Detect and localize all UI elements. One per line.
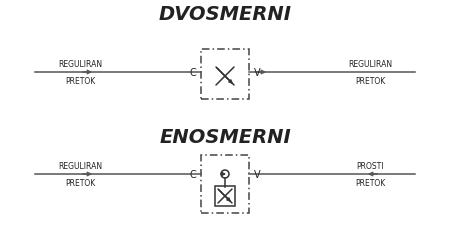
Text: REGULIRAN: REGULIRAN [58, 161, 102, 170]
Text: REGULIRAN: REGULIRAN [348, 60, 392, 69]
Bar [201, 50, 249, 100]
Text: V: V [254, 169, 261, 179]
Text: PRETOK: PRETOK [65, 178, 95, 187]
Text: C: C [189, 169, 196, 179]
Text: PRETOK: PRETOK [65, 77, 95, 86]
Text: ENOSMERNI: ENOSMERNI [159, 128, 291, 146]
Bar [201, 155, 249, 213]
Bar [215, 186, 235, 206]
Text: REGULIRAN: REGULIRAN [58, 60, 102, 69]
Text: PRETOK: PRETOK [355, 77, 385, 86]
Text: DVOSMERNI: DVOSMERNI [158, 5, 292, 24]
Text: PRETOK: PRETOK [355, 178, 385, 187]
Text: V: V [254, 68, 261, 78]
Text: C: C [189, 68, 196, 78]
Text: PROSTI: PROSTI [356, 161, 384, 170]
